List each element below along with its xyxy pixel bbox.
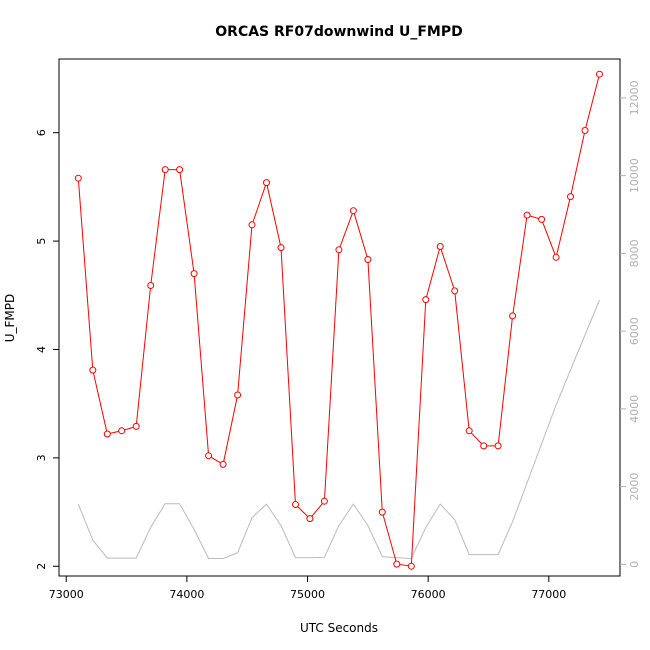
data-point [147,282,155,289]
data-point [451,287,459,295]
y-tick-label: 5 [35,238,48,245]
right-y-tick-label: 10000 [628,158,641,193]
data-point [103,430,111,438]
data-point [161,166,169,174]
data-point [596,70,603,78]
data-point [132,422,140,430]
x-axis-label: UTC Seconds [300,621,378,635]
data-point [436,243,444,250]
right-y-tick-label: 12000 [628,80,641,115]
y-tick-label: 4 [35,346,48,353]
data-point [349,207,357,215]
data-point [422,296,430,304]
right-y-tick-label: 6000 [628,317,641,345]
data-point [567,193,574,201]
x-tick-label: 76000 [411,588,446,601]
data-point [205,452,213,460]
data-point [538,215,546,223]
data-point [89,366,97,374]
x-axis: 73000 74000 75000 76000 77000 [49,576,566,601]
data-point [234,391,242,399]
data-point [509,312,517,320]
x-tick-label: 75000 [290,588,325,601]
data-point [277,244,285,252]
y-tick-label: 2 [35,563,48,570]
y-tick-label: 6 [35,129,48,136]
right-y-tick-label: 2000 [628,473,641,501]
y-axis: 2 3 4 5 6 [35,129,59,570]
data-point [176,166,184,174]
data-point [292,501,299,508]
data-point [248,221,256,229]
data-point [393,560,401,568]
data-point [378,508,386,516]
data-point [74,174,82,182]
chart-title: ORCAS RF07downwind U_FMPD [215,24,462,40]
data-point [219,460,227,468]
right-y-axis: 0 2000 4000 6000 8000 10000 12000 [620,80,641,568]
data-point [407,562,415,570]
x-tick-label: 74000 [169,588,204,601]
data-point [263,179,270,187]
y-tick-label: 3 [35,454,48,461]
data-point [306,515,314,523]
right-y-tick-label: 4000 [628,395,641,423]
data-point [494,442,502,450]
series-layer [74,70,603,570]
data-point [335,246,343,254]
data-point [320,497,328,505]
right-y-tick-label: 8000 [628,239,641,267]
data-point [118,427,126,435]
y-axis-label: U_FMPD [3,294,17,343]
x-tick-label: 73000 [49,588,84,601]
data-point [480,442,488,450]
data-point [552,253,560,261]
right-y-tick-label: 0 [628,561,641,568]
secondary-series-line [77,299,600,560]
x-tick-label: 77000 [531,588,566,601]
data-point [581,127,589,134]
plot-frame [58,58,621,577]
data-point [364,256,372,263]
data-point [465,427,473,435]
data-point [523,211,531,219]
u-fmpd-series-line [77,74,600,567]
data-point [190,270,198,278]
